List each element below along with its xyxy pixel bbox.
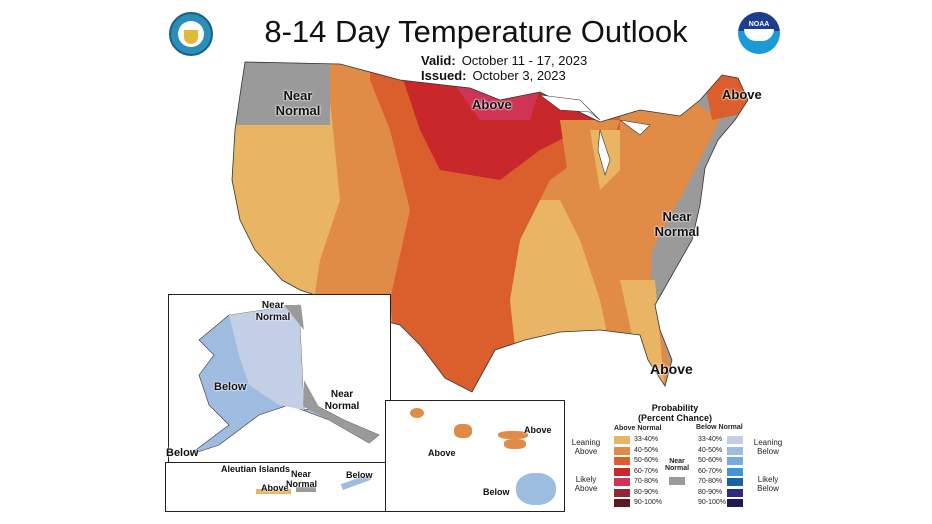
legend-above-range: 33-40% — [634, 436, 659, 443]
aleutian-title: Aleutian Islands — [221, 464, 291, 474]
legend-below-range: 50-60% — [698, 457, 723, 464]
aleutian-near: Near Normal — [286, 469, 318, 489]
legend-above-swatch — [614, 488, 630, 497]
legend-above-swatch — [614, 467, 630, 476]
legend-above-swatch — [614, 446, 630, 455]
legend-above-swatch — [614, 457, 630, 465]
legend-leaning-below: Leaning Below — [753, 438, 783, 456]
aleutian-below: Below — [346, 470, 373, 480]
label-east-near-normal: Near Normal — [654, 209, 700, 239]
valid-dates: Valid: October 11 - 17, 2023 — [421, 53, 588, 68]
page-title: 8-14 Day Temperature Outlook — [264, 14, 688, 49]
legend-above-range: 70-80% — [634, 478, 659, 485]
legend-below-swatch — [727, 446, 743, 455]
legend-above-swatch — [614, 436, 630, 444]
noaa-logo: NOAA — [738, 12, 780, 54]
legend-subtitle: (Percent Chance) — [637, 413, 713, 423]
legend-near-swatch — [669, 477, 685, 485]
legend-near-normal: Near Normal — [664, 458, 690, 472]
legend-below-header: Below Normal — [696, 424, 743, 431]
legend-likely-above: Likely Above — [574, 475, 598, 493]
legend-below-range: 60-70% — [698, 467, 723, 475]
hawaii-below: Below — [483, 487, 510, 497]
legend-above-range: 90-100% — [634, 499, 663, 506]
commerce-seal-logo — [169, 12, 213, 56]
aleutian-inset: Aleutian Islands Above Near Normal Below — [165, 462, 391, 512]
hawaii-inset: Above Above Below — [385, 400, 565, 512]
legend-below-swatch — [727, 488, 743, 497]
label-ak-se-near-normal: Near Normal — [324, 389, 360, 412]
legend-above-range: 50-60% — [634, 457, 659, 464]
legend-below-swatch — [727, 499, 743, 507]
legend-below-range: 33-40% — [698, 436, 723, 443]
label-ak-sw-below: Below — [166, 447, 199, 459]
hawaii-above-east: Above — [524, 425, 552, 435]
hawaii-above-west: Above — [428, 448, 456, 458]
label-south-above: Above — [650, 361, 693, 377]
legend-likely-below: Likely Below — [757, 475, 779, 493]
label-ak-below: Below — [214, 381, 247, 393]
label-nw-near-normal: Near Normal — [275, 88, 321, 118]
label-ak-near-normal: Near Normal — [255, 300, 291, 323]
issued-date: Issued: October 3, 2023 — [421, 68, 566, 83]
legend-below-range: 80-90% — [698, 488, 723, 496]
legend-leaning-above: Leaning Above — [571, 438, 601, 456]
aleutian-above: Above — [261, 483, 289, 493]
legend-below-range: 70-80% — [698, 478, 723, 485]
label-north-above: Above — [472, 97, 512, 112]
legend-below-swatch — [727, 457, 743, 465]
legend-below-range: 90-100% — [698, 499, 727, 506]
legend-above-swatch — [614, 478, 630, 486]
legend-above-range: 80-90% — [634, 488, 659, 496]
great-lakes — [538, 94, 651, 177]
legend-below-swatch — [727, 467, 743, 476]
alaska-inset: Near Normal Below Near Normal — [168, 294, 391, 464]
legend-below-swatch — [727, 478, 743, 486]
legend-above-swatch — [614, 499, 630, 507]
legend-title: Probability — [651, 403, 699, 413]
legend-above-header: Above Normal — [614, 425, 662, 432]
legend-above-range: 40-50% — [634, 446, 659, 454]
legend-below-swatch — [727, 436, 743, 444]
legend-above-range: 60-70% — [634, 467, 659, 475]
label-maine-above: Above — [722, 87, 762, 102]
legend-below-range: 40-50% — [698, 446, 723, 454]
